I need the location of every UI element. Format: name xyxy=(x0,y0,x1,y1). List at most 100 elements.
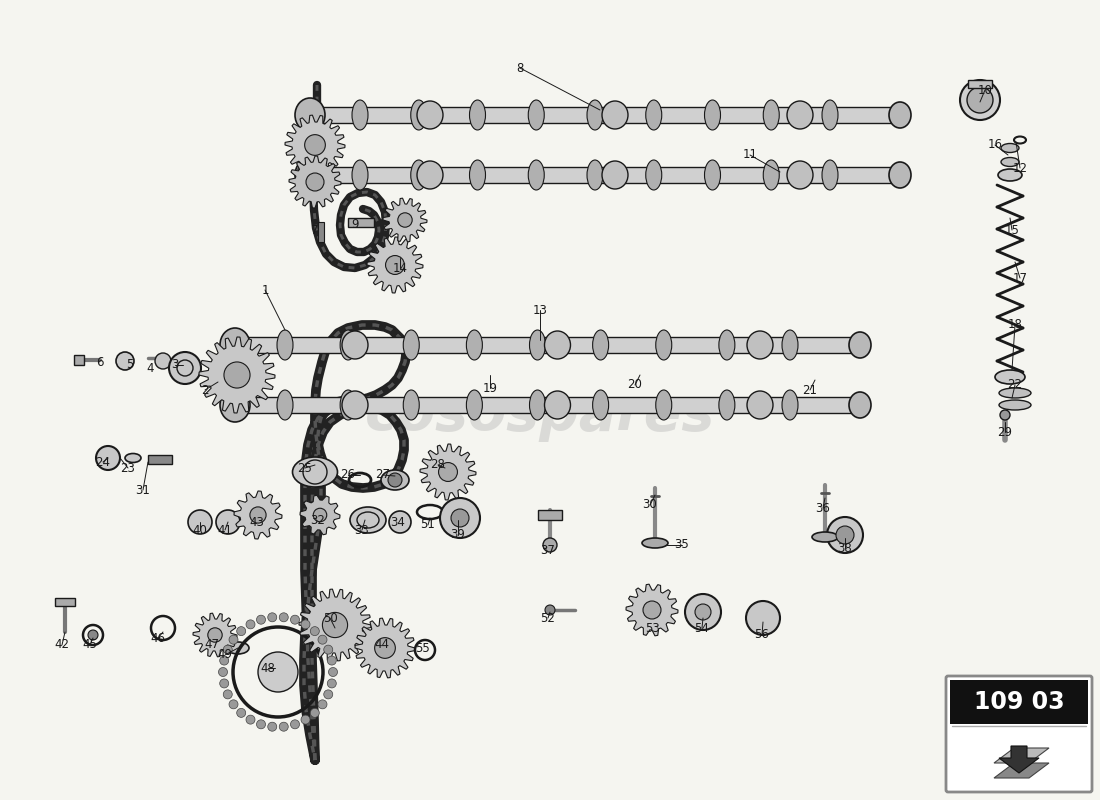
Ellipse shape xyxy=(849,392,871,418)
Text: 28: 28 xyxy=(430,458,446,471)
Polygon shape xyxy=(285,115,345,175)
Circle shape xyxy=(310,626,319,636)
Ellipse shape xyxy=(342,391,369,419)
Ellipse shape xyxy=(602,161,628,189)
Text: 26: 26 xyxy=(341,469,355,482)
Ellipse shape xyxy=(782,390,797,420)
Text: 37: 37 xyxy=(540,543,556,557)
Ellipse shape xyxy=(587,160,603,190)
Ellipse shape xyxy=(277,330,293,360)
Circle shape xyxy=(219,667,228,677)
Text: 36: 36 xyxy=(815,502,830,514)
Circle shape xyxy=(290,615,299,624)
Circle shape xyxy=(256,615,265,624)
Ellipse shape xyxy=(656,390,672,420)
Text: 40: 40 xyxy=(192,523,208,537)
Circle shape xyxy=(88,630,98,640)
Ellipse shape xyxy=(786,161,813,189)
Ellipse shape xyxy=(529,390,546,420)
Ellipse shape xyxy=(220,388,250,422)
Ellipse shape xyxy=(125,454,141,462)
Circle shape xyxy=(301,620,310,629)
Circle shape xyxy=(229,635,238,644)
Circle shape xyxy=(322,613,348,638)
Text: 30: 30 xyxy=(642,498,658,511)
Ellipse shape xyxy=(998,169,1022,181)
Ellipse shape xyxy=(642,538,668,548)
Bar xyxy=(235,397,860,413)
Ellipse shape xyxy=(763,160,779,190)
Ellipse shape xyxy=(410,160,427,190)
Circle shape xyxy=(224,362,250,388)
Ellipse shape xyxy=(528,160,544,190)
Circle shape xyxy=(329,667,338,677)
Polygon shape xyxy=(199,337,275,413)
Text: 1: 1 xyxy=(262,283,268,297)
Circle shape xyxy=(827,517,864,553)
Circle shape xyxy=(116,352,134,370)
Ellipse shape xyxy=(293,457,338,487)
Circle shape xyxy=(967,87,993,113)
Circle shape xyxy=(267,613,277,622)
Text: 44: 44 xyxy=(374,638,389,651)
Ellipse shape xyxy=(719,330,735,360)
Circle shape xyxy=(398,213,412,227)
Circle shape xyxy=(229,700,238,709)
Circle shape xyxy=(301,715,310,724)
Ellipse shape xyxy=(417,101,443,129)
Ellipse shape xyxy=(404,390,419,420)
Polygon shape xyxy=(355,618,415,678)
Circle shape xyxy=(310,708,319,718)
Circle shape xyxy=(216,510,240,534)
Bar xyxy=(148,455,172,464)
Circle shape xyxy=(746,601,780,635)
Circle shape xyxy=(246,715,255,724)
Circle shape xyxy=(323,690,332,699)
Ellipse shape xyxy=(812,532,838,542)
Text: 51: 51 xyxy=(420,518,436,531)
Polygon shape xyxy=(420,444,476,500)
Circle shape xyxy=(155,353,170,369)
Circle shape xyxy=(188,510,212,534)
Text: 46: 46 xyxy=(151,631,165,645)
Bar xyxy=(538,510,562,520)
Circle shape xyxy=(451,509,469,527)
Polygon shape xyxy=(994,763,1049,778)
Text: 53: 53 xyxy=(645,622,659,634)
Text: cosospares: cosospares xyxy=(365,388,715,442)
Ellipse shape xyxy=(822,160,838,190)
Ellipse shape xyxy=(342,331,369,359)
Text: 24: 24 xyxy=(96,455,110,469)
Text: 7: 7 xyxy=(311,223,319,237)
Text: 29: 29 xyxy=(998,426,1012,438)
Ellipse shape xyxy=(704,100,720,130)
Text: 20: 20 xyxy=(628,378,642,391)
Circle shape xyxy=(544,605,556,615)
Circle shape xyxy=(440,498,480,538)
Circle shape xyxy=(169,352,201,384)
Circle shape xyxy=(375,638,395,658)
Circle shape xyxy=(1000,410,1010,420)
Ellipse shape xyxy=(782,330,797,360)
Text: 32: 32 xyxy=(310,514,326,526)
Text: 2: 2 xyxy=(201,383,209,397)
Ellipse shape xyxy=(602,101,628,129)
Polygon shape xyxy=(994,748,1049,763)
Text: 41: 41 xyxy=(218,523,232,537)
Ellipse shape xyxy=(352,160,368,190)
Ellipse shape xyxy=(352,100,368,130)
Circle shape xyxy=(290,720,299,729)
Polygon shape xyxy=(234,491,282,539)
Ellipse shape xyxy=(466,330,483,360)
Text: 8: 8 xyxy=(516,62,524,74)
Text: 56: 56 xyxy=(755,629,769,642)
Bar xyxy=(74,355,84,365)
Bar xyxy=(318,222,324,242)
Text: 12: 12 xyxy=(1012,162,1027,174)
Text: 14: 14 xyxy=(393,262,407,274)
Circle shape xyxy=(279,613,288,622)
Ellipse shape xyxy=(295,158,324,192)
Text: 19: 19 xyxy=(483,382,497,394)
Text: 48: 48 xyxy=(261,662,275,674)
Text: 34: 34 xyxy=(390,515,406,529)
